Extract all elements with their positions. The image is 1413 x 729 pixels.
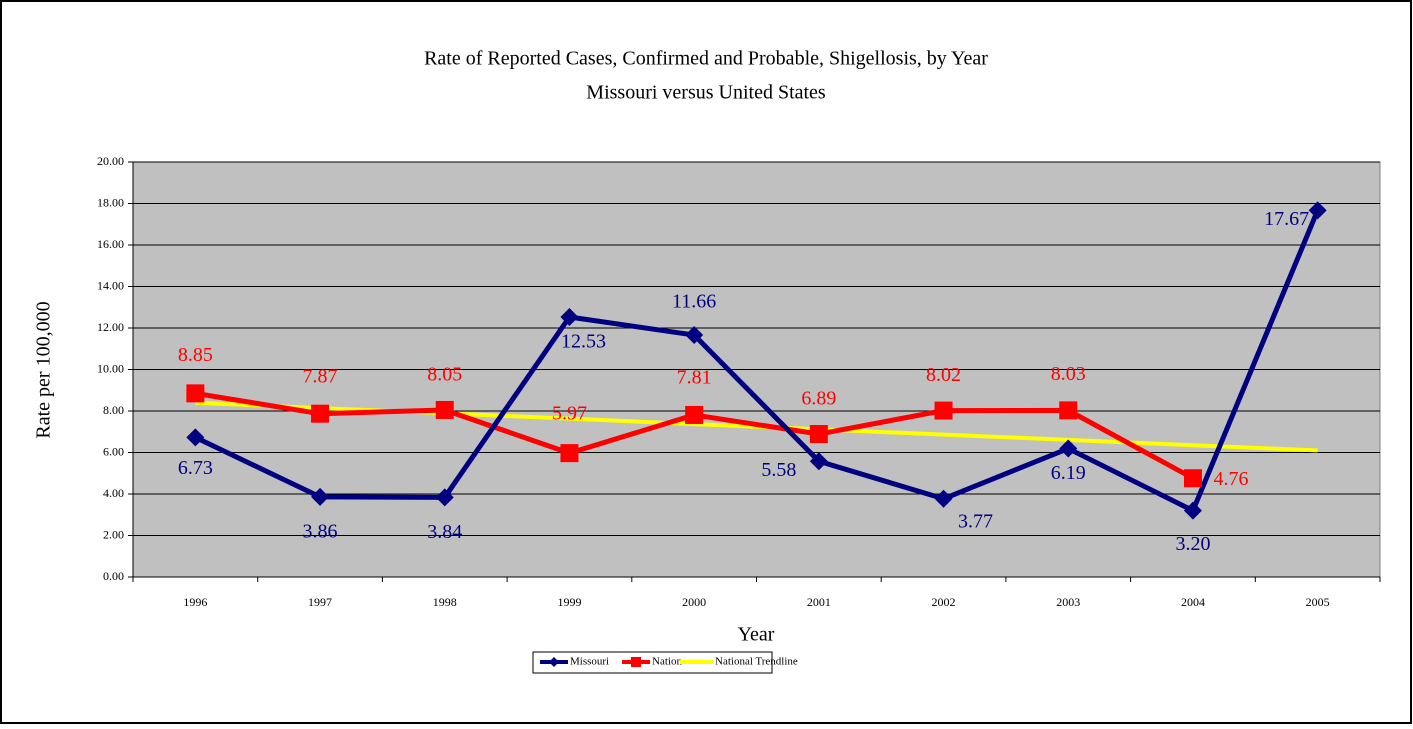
data-label: 5.58 bbox=[761, 459, 796, 481]
legend-label: Nation bbox=[652, 656, 682, 668]
x-tick-label: 1997 bbox=[308, 595, 332, 609]
point bbox=[1059, 401, 1078, 420]
point bbox=[560, 444, 579, 463]
legend-marker bbox=[549, 657, 559, 667]
x-tick-label: 2000 bbox=[682, 595, 706, 609]
y-tick-label: 20.00 bbox=[97, 154, 124, 168]
legend-label: Missouri bbox=[570, 656, 609, 668]
point bbox=[311, 487, 330, 506]
data-label: 8.03 bbox=[1051, 363, 1086, 385]
y-tick-label: 2.00 bbox=[103, 527, 124, 541]
data-label: 3.77 bbox=[958, 510, 993, 532]
data-label: 6.89 bbox=[801, 388, 836, 410]
point bbox=[934, 401, 953, 420]
x-tick-label: 1999 bbox=[557, 595, 581, 609]
y-tick-label: 0.00 bbox=[103, 569, 124, 583]
data-label: 8.85 bbox=[178, 344, 213, 366]
point bbox=[685, 405, 704, 424]
x-tick-label: 1998 bbox=[433, 595, 457, 609]
x-axis-label: Year bbox=[738, 624, 775, 646]
point bbox=[1183, 469, 1202, 488]
point bbox=[685, 326, 704, 345]
data-label: 8.05 bbox=[427, 364, 462, 386]
x-tick-label: 1996 bbox=[183, 595, 207, 609]
data-label: 4.76 bbox=[1213, 468, 1248, 490]
legend-marker bbox=[631, 657, 641, 667]
point bbox=[186, 428, 205, 447]
y-tick-label: 4.00 bbox=[103, 486, 124, 500]
y-tick-label: 10.00 bbox=[97, 361, 124, 375]
legend bbox=[532, 651, 773, 674]
point bbox=[560, 308, 579, 327]
x-tick-label: 2002 bbox=[932, 595, 956, 609]
x-tick-label: 2001 bbox=[807, 595, 831, 609]
point bbox=[1059, 439, 1078, 458]
x-tick-label: 2005 bbox=[1306, 595, 1330, 609]
x-tick-label: 2003 bbox=[1056, 595, 1080, 609]
y-tick-label: 12.00 bbox=[97, 320, 124, 334]
y-tick-label: 6.00 bbox=[103, 444, 124, 458]
y-tick-label: 14.00 bbox=[97, 278, 124, 292]
point bbox=[934, 489, 953, 508]
point bbox=[809, 452, 828, 471]
data-label: 17.67 bbox=[1264, 208, 1309, 230]
point bbox=[435, 488, 454, 507]
y-tick-label: 16.00 bbox=[97, 237, 124, 251]
data-label: 3.20 bbox=[1175, 533, 1210, 555]
y-tick-label: 18.00 bbox=[97, 195, 124, 209]
data-label: 12.53 bbox=[561, 331, 606, 353]
data-label: 7.81 bbox=[677, 367, 712, 389]
data-label: 3.86 bbox=[303, 520, 338, 542]
data-label: 7.87 bbox=[303, 365, 338, 387]
legend-label: National Trendline bbox=[715, 656, 798, 668]
y-tick-label: 8.00 bbox=[103, 403, 124, 417]
point bbox=[311, 404, 330, 423]
point bbox=[435, 400, 454, 419]
chart-title: Rate of Reported Cases, Confirmed and Pr… bbox=[424, 48, 988, 70]
data-label: 6.19 bbox=[1051, 462, 1086, 484]
point bbox=[1183, 501, 1202, 520]
data-label: 5.97 bbox=[552, 403, 587, 425]
data-label: 8.02 bbox=[926, 364, 961, 386]
data-label: 11.66 bbox=[672, 291, 716, 313]
point bbox=[809, 425, 828, 444]
x-tick-label: 2004 bbox=[1181, 595, 1205, 609]
y-axis-label: Rate per 100,000 bbox=[33, 301, 55, 438]
data-label: 6.73 bbox=[178, 457, 213, 479]
point bbox=[1308, 201, 1327, 220]
series-line bbox=[194, 209, 1320, 514]
data-label: 3.84 bbox=[427, 521, 462, 543]
point bbox=[186, 384, 205, 403]
chart-subtitle: Missouri versus United States bbox=[586, 82, 826, 104]
